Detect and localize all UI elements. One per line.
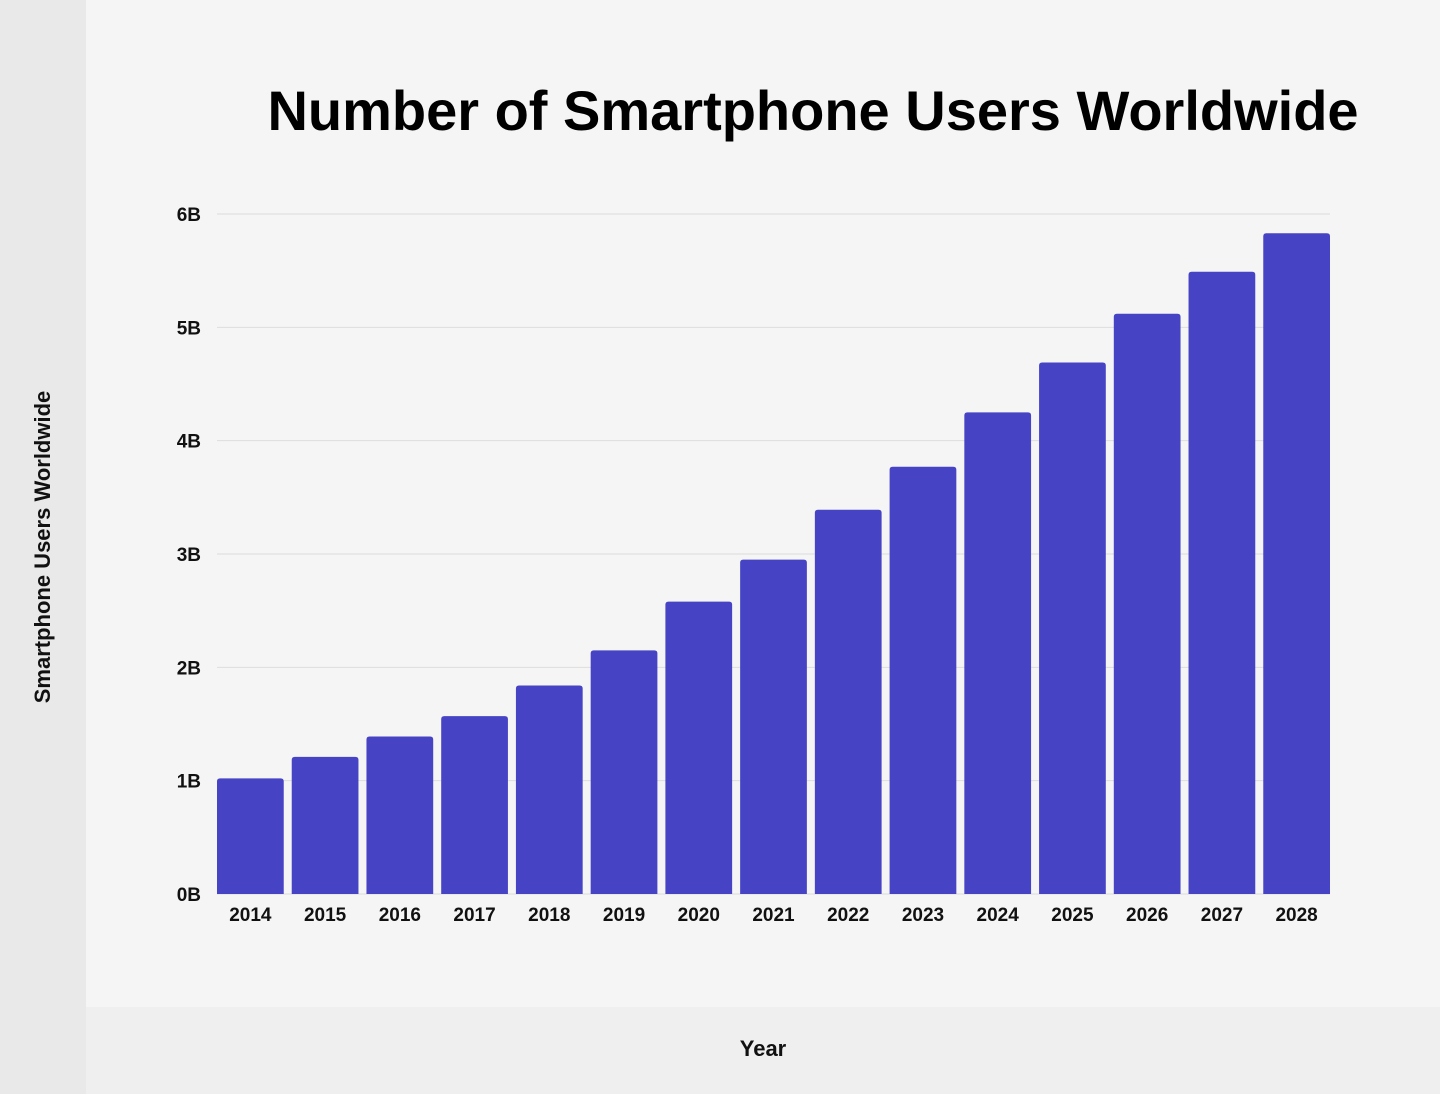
bar-2016 [366, 736, 434, 894]
x-tick-label: 2027 [1201, 905, 1243, 926]
bar-2017 [441, 716, 508, 894]
x-tick-label: 2026 [1126, 905, 1168, 926]
x-tick-label: 2018 [528, 905, 570, 926]
chart-title: Number of Smartphone Users Worldwide [267, 79, 1359, 142]
bar-2024 [964, 412, 1032, 894]
bar-2022 [814, 509, 882, 894]
bar-2028 [1263, 233, 1330, 894]
x-tick-label: 2014 [229, 905, 272, 926]
x-tick-label: 2023 [902, 905, 944, 926]
y-tick-label: 6B [177, 205, 201, 226]
y-tick-label: 3B [177, 545, 201, 566]
left-margin-strip [0, 0, 86, 1094]
bar-2021 [740, 559, 807, 894]
bar-2026 [1113, 313, 1181, 894]
x-tick-label: 2024 [977, 905, 1020, 926]
y-tick-label: 2B [177, 658, 201, 679]
x-tick-label: 2020 [678, 905, 720, 926]
bar-2025 [1039, 362, 1106, 894]
bar-2027 [1188, 271, 1256, 894]
x-tick-label: 2028 [1275, 905, 1317, 926]
x-tick-label: 2015 [304, 905, 347, 926]
y-tick-label: 0B [177, 885, 201, 906]
x-tick-label: 2017 [453, 905, 495, 926]
bar-2019 [590, 650, 658, 894]
y-tick-label: 4B [177, 432, 201, 453]
bar-2023 [889, 466, 957, 894]
bar-2014 [217, 778, 284, 894]
x-tick-label: 2016 [379, 905, 421, 926]
y-tick-label: 5B [177, 318, 201, 339]
bottom-margin-strip [86, 1007, 1440, 1094]
x-axis-label: Year [739, 1036, 787, 1061]
bar-2015 [291, 756, 359, 894]
bar-2018 [515, 685, 583, 894]
x-tick-label: 2022 [827, 905, 869, 926]
y-tick-label: 1B [177, 772, 201, 793]
x-tick-label: 2025 [1051, 905, 1094, 926]
bar-2020 [665, 601, 733, 894]
x-tick-label: 2019 [603, 905, 645, 926]
x-tick-label: 2021 [752, 905, 795, 926]
